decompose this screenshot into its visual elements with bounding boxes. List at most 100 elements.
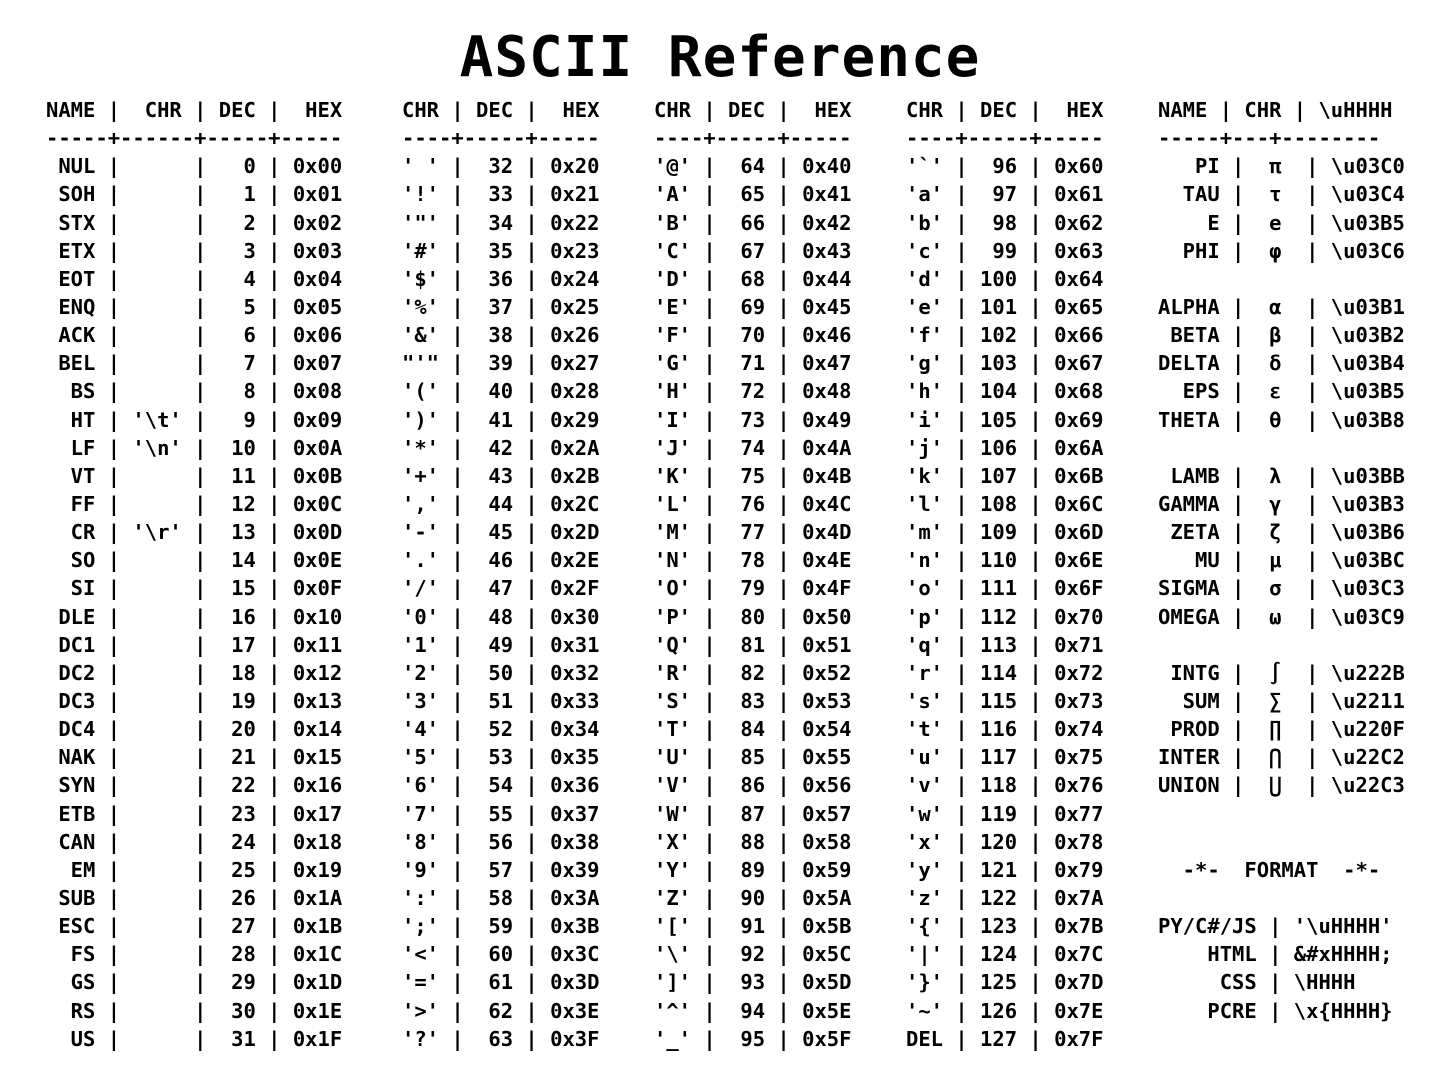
table-rule: -----+------+-----+----- [46,126,343,151]
page-title: ASCII Reference [459,25,981,90]
table-row: '=' | 61 | 0x3D [402,970,600,995]
table-row: US | | 31 | 0x1F [46,1026,343,1051]
table-row: ']' | 93 | 0x5D [654,970,852,995]
table-row: '$' | 36 | 0x24 [402,266,600,291]
table-row: ZETA | ζ | \u03B6 [1158,520,1405,545]
table-rule: ----+-----+----- [654,126,852,151]
table-row [1158,434,1405,462]
table-row: BS | | 8 | 0x08 [46,379,343,404]
table-row: 'P' | 80 | 0x50 [654,604,852,629]
table-row: '@' | 64 | 0x40 [654,154,852,179]
table-row: 'j' | 106 | 0x6A [906,435,1104,460]
table-header: CHR | DEC | HEX [654,98,852,122]
table-row: '3' | 51 | 0x33 [402,688,600,713]
table-row: ')' | 41 | 0x29 [402,407,600,432]
table-row: 'b' | 98 | 0x62 [906,210,1104,235]
table-row: "'" | 39 | 0x27 [402,351,600,376]
table-row: '\' | 92 | 0x5C [654,942,852,967]
table-row: '1' | 49 | 0x31 [402,632,600,657]
table-row: EPS | ε | \u03B5 [1158,379,1405,404]
table-row: -*- FORMAT -*- [1158,857,1381,882]
table-row: PROD | ∏ | \u220F [1158,717,1405,742]
table-row: LAMB | λ | \u03BB [1158,463,1405,488]
table-row: '}' | 125 | 0x7D [906,970,1104,995]
table-ascii-96-127: CHR | DEC | HEX ----+-----+----- '`' | 96 … [906,96,1103,1053]
table-row: 'y' | 121 | 0x79 [906,857,1104,882]
table-row: 'N' | 78 | 0x4E [654,548,852,573]
table-row [1158,800,1405,828]
table-row: ';' | 59 | 0x3B [402,914,600,939]
table-row: BEL | | 7 | 0x07 [46,351,343,376]
table-row: RS | | 30 | 0x1E [46,998,343,1023]
table-row: 'Z' | 90 | 0x5A [654,885,852,910]
table-row: '^' | 94 | 0x5E [654,998,852,1023]
table-row: NAK | | 21 | 0x15 [46,745,343,770]
table-row: PY/C#/JS | '\uHHHH' [1158,914,1393,939]
table-row: 'T' | 84 | 0x54 [654,717,852,742]
table-row: DC1 | | 17 | 0x11 [46,632,343,657]
table-row: 'W' | 87 | 0x57 [654,801,852,826]
table-row: 'x' | 120 | 0x78 [906,829,1104,854]
table-row [1158,828,1405,856]
table-row: SO | | 14 | 0x0E [46,548,343,573]
table-row: DLE | | 16 | 0x10 [46,604,343,629]
table-row: 'm' | 109 | 0x6D [906,520,1104,545]
table-row: '+' | 43 | 0x2B [402,463,600,488]
table-row: 'O' | 79 | 0x4F [654,576,852,601]
table-row: DC3 | | 19 | 0x13 [46,688,343,713]
table-row: OMEGA | ω | \u03C9 [1158,604,1405,629]
table-row: '-' | 45 | 0x2D [402,520,600,545]
table-row: 'c' | 99 | 0x63 [906,238,1104,263]
table-row: 'F' | 70 | 0x46 [654,323,852,348]
table-row: 'M' | 77 | 0x4D [654,520,852,545]
table-row: DELTA | δ | \u03B4 [1158,351,1405,376]
table-row: 'u' | 117 | 0x75 [906,745,1104,770]
table-row: '0' | 48 | 0x30 [402,604,600,629]
table-row: '|' | 124 | 0x7C [906,942,1104,967]
table-row: ETX | | 3 | 0x03 [46,238,343,263]
table-row: 'k' | 107 | 0x6B [906,463,1104,488]
table-row: '8' | 56 | 0x38 [402,829,600,854]
table-row: 'd' | 100 | 0x64 [906,266,1104,291]
table-row: CSS | \HHHH [1158,970,1356,995]
table-rule: -----+---+-------- [1158,126,1381,151]
table-rule: ----+-----+----- [402,126,600,151]
table-row: 'q' | 113 | 0x71 [906,632,1104,657]
table-row: ',' | 44 | 0x2C [402,491,600,516]
table-row: SOH | | 1 | 0x01 [46,182,343,207]
table-row: '!' | 33 | 0x21 [402,182,600,207]
table-row: '%' | 37 | 0x25 [402,294,600,319]
table-row: '2' | 50 | 0x32 [402,660,600,685]
table-row: NUL | | 0 | 0x00 [46,154,343,179]
table-row: ':' | 58 | 0x3A [402,885,600,910]
table-row: '~' | 126 | 0x7E [906,998,1104,1023]
table-row: 'G' | 71 | 0x47 [654,351,852,376]
table-row: CR | '\r' | 13 | 0x0D [46,520,343,545]
table-row: HTML | &#xHHHH; [1158,942,1393,967]
table-row: 'l' | 108 | 0x6C [906,491,1104,516]
table-row: 'n' | 110 | 0x6E [906,548,1104,573]
table-row: '?' | 63 | 0x3F [402,1026,600,1051]
table-row: '*' | 42 | 0x2A [402,435,600,460]
table-row: '.' | 46 | 0x2E [402,548,600,573]
table-row: 'L' | 76 | 0x4C [654,491,852,516]
table-row: '6' | 54 | 0x36 [402,773,600,798]
table-ascii-32-63: CHR | DEC | HEX ----+-----+----- ' ' | 32 … [402,96,599,1053]
table-row: PI | π | \u03C0 [1158,154,1405,179]
table-header: NAME | CHR | DEC | HEX [46,98,343,122]
table-row: STX | | 2 | 0x02 [46,210,343,235]
table-row: '#' | 35 | 0x23 [402,238,600,263]
table-row: 'A' | 65 | 0x41 [654,182,852,207]
table-row: VT | | 11 | 0x0B [46,463,343,488]
table-row: SUB | | 26 | 0x1A [46,885,343,910]
table-row: FF | | 12 | 0x0C [46,491,343,516]
table-row: E | e | \u03B5 [1158,210,1405,235]
table-row: 'U' | 85 | 0x55 [654,745,852,770]
table-row: 'J' | 74 | 0x4A [654,435,852,460]
table-row: EM | | 25 | 0x19 [46,857,343,882]
table-row: SIGMA | σ | \u03C3 [1158,576,1405,601]
table-row: 't' | 116 | 0x74 [906,717,1104,742]
table-row: GS | | 29 | 0x1D [46,970,343,995]
table-header: CHR | DEC | HEX [402,98,600,122]
table-row: 'e' | 101 | 0x65 [906,294,1104,319]
